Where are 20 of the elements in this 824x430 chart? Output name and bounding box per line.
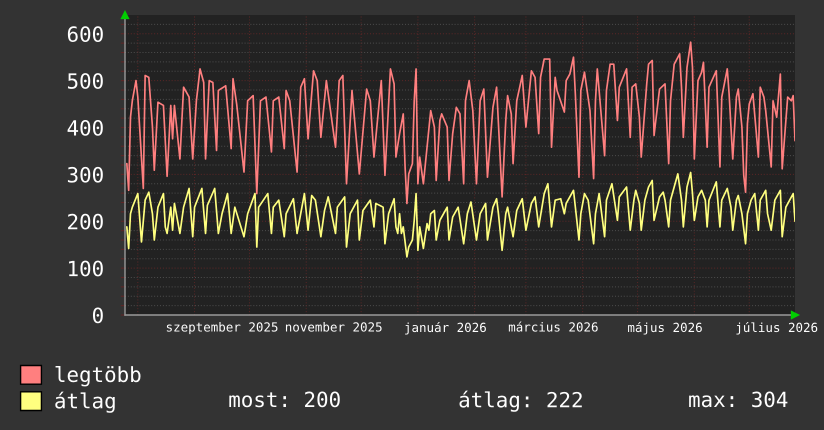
y-tick-label: 400 [68,120,103,136]
y-tick-label: 300 [68,166,103,183]
x-tick-label: november 2025 [286,322,382,332]
y-tick-label: 100 [69,260,103,276]
legend-label: átlag [55,392,115,413]
y-tick-label: 600 [68,26,103,42]
text: átlag: 222 [460,390,582,412]
y-tick-label: 0 [92,308,103,324]
line-series [126,41,795,204]
text: max: 304 [689,392,788,408]
x-tick-label: január 2026 [405,322,486,335]
line-series [126,172,795,258]
x-tick-label: május 2026 [628,322,702,335]
text: most: 200 [229,392,340,408]
legend-label: legtöbb [56,366,140,386]
y-tick-label: 200 [68,214,103,230]
x-tick-label: július 2026 [736,322,818,335]
x-tick-label: szeptember 2025 [166,322,278,334]
x-tick-label: március 2026 [508,322,598,332]
y-tick-label: 500 [68,73,103,89]
